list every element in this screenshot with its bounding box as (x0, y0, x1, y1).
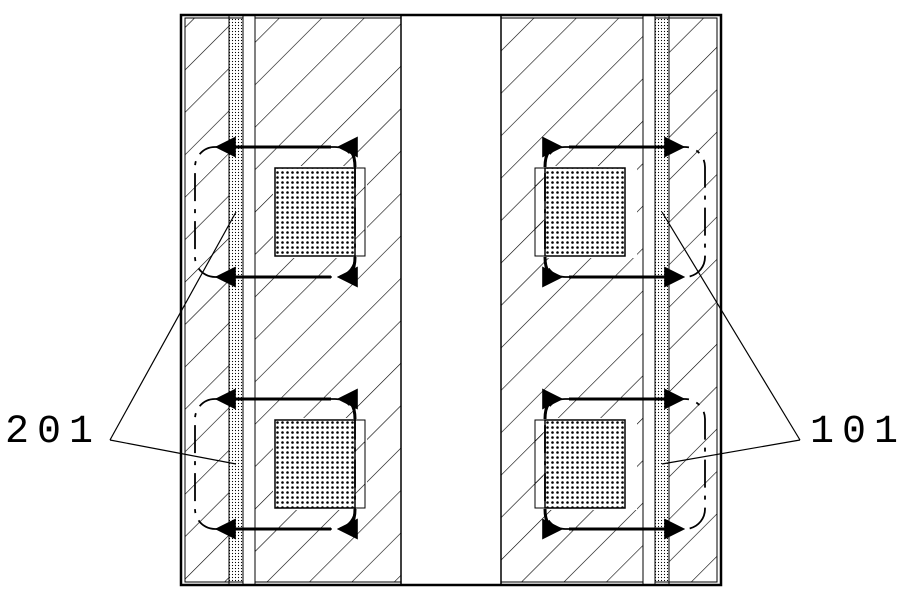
diagram-svg (0, 0, 902, 610)
label-201: 201 (5, 410, 101, 455)
diagram-container: 201 101 (0, 0, 902, 610)
label-101: 101 (810, 410, 902, 455)
